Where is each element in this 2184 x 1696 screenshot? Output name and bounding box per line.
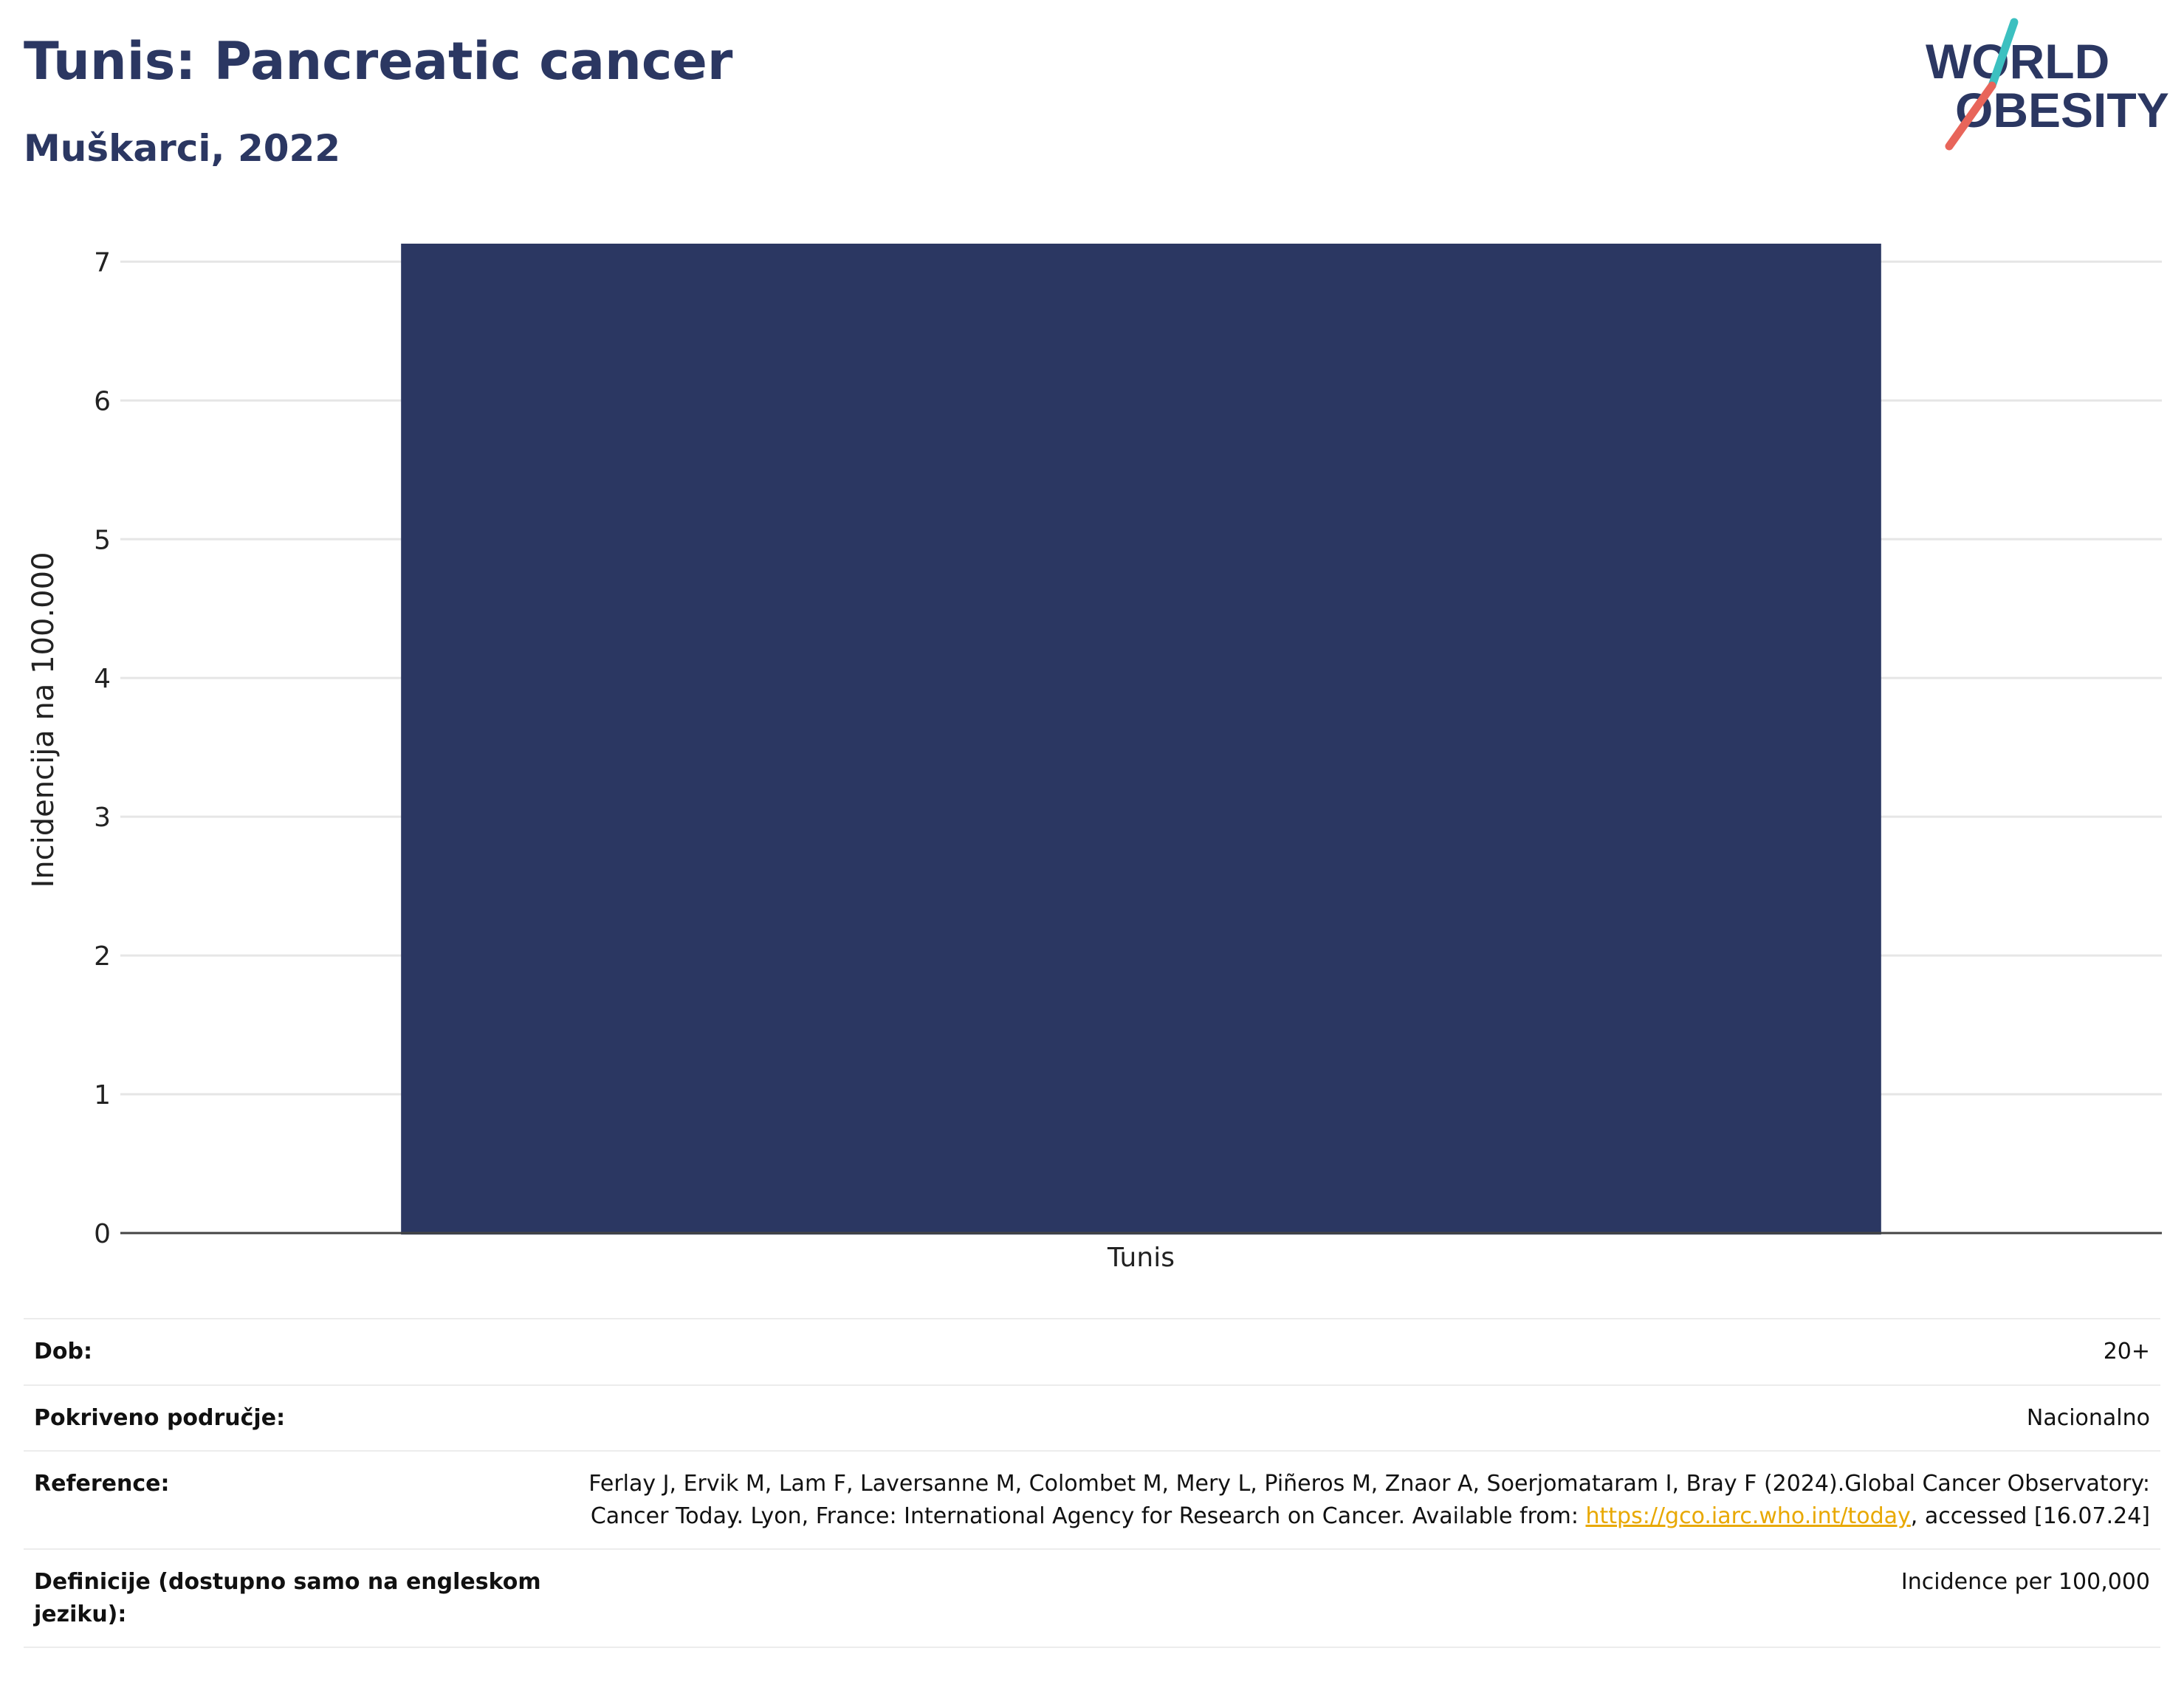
reference-value: Ferlay J, Ervik M, Lam F, Laversanne M, … <box>576 1451 2160 1549</box>
bars <box>401 244 1881 1235</box>
logo-teal-stroke <box>1988 18 2019 90</box>
y-tick-label: 3 <box>94 803 111 833</box>
age-label: Dob: <box>34 1339 92 1364</box>
coverage-label: Pokriveno područje: <box>34 1404 286 1431</box>
y-tick-label: 6 <box>94 386 111 416</box>
reference-text: Ferlay J, Ervik M, Lam F, Laversanne M, … <box>588 1471 2150 1529</box>
logo-coral-stroke <box>1945 81 1996 151</box>
y-tick-label: 7 <box>94 247 111 278</box>
x-ticks: Tunis <box>1107 1243 1175 1273</box>
coverage-value: Nacionalno <box>2026 1404 2150 1431</box>
logo-line-1: WORLD <box>1926 34 2109 89</box>
info-row-coverage: Pokriveno područje: Nacionalno <box>24 1384 2160 1452</box>
y-tick-label: 1 <box>94 1080 111 1110</box>
world-obesity-logo: WORLD OBESITY <box>1926 18 2169 151</box>
bar-chart: 0 1 2 3 4 5 6 7 Tunis Incidencija na 100.000 <box>27 244 2162 1273</box>
page-subtitle: Muškarci, 2022 <box>24 127 341 170</box>
page-title: Tunis: Pancreatic cancer <box>24 31 733 92</box>
y-tick-label: 4 <box>94 664 111 694</box>
reference-label: Reference: <box>34 1471 170 1497</box>
reference-suffix: , accessed [16.07.24] <box>1910 1503 2150 1529</box>
info-row-reference: Reference: Ferlay J, Ervik M, Lam F, Lav… <box>24 1451 2160 1549</box>
info-row-definitions: Definicije (dostupno samo na engleskom j… <box>24 1549 2160 1647</box>
reference-link[interactable]: https://gco.iarc.who.int/today <box>1585 1503 1911 1529</box>
x-tick-label: Tunis <box>1107 1243 1175 1273</box>
y-tick-label: 5 <box>94 525 111 555</box>
age-value: 20+ <box>2103 1339 2150 1364</box>
bar-tunis[interactable] <box>401 244 1881 1235</box>
info-table: Dob: 20+ Pokriveno područje: Nacionalno … <box>24 1318 2160 1648</box>
y-ticks: 0 1 2 3 4 5 6 7 <box>94 247 111 1249</box>
definitions-value: Incidence per 100,000 <box>1900 1569 2150 1595</box>
y-axis-label: Incidencija na 100.000 <box>27 552 61 888</box>
info-row-age: Dob: 20+ <box>24 1319 2160 1385</box>
y-tick-label: 0 <box>94 1219 111 1249</box>
y-tick-label: 2 <box>94 941 111 972</box>
definitions-label: Definicije (dostupno samo na engleskom j… <box>34 1569 541 1627</box>
